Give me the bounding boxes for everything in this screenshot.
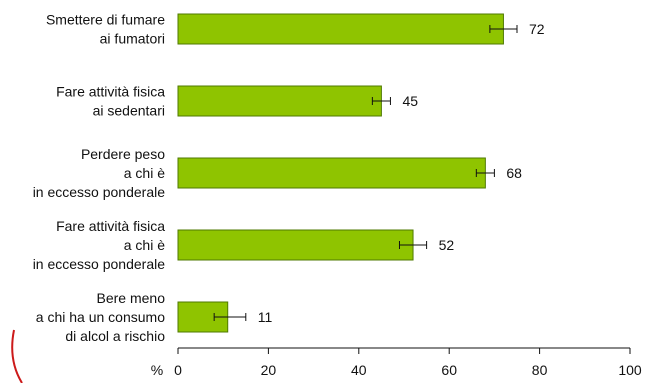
category-label: Fare attività fisica ai sedentari: [56, 84, 165, 119]
data-label: 45: [402, 93, 418, 109]
category-label-line: a chi ha un consumo: [36, 309, 165, 325]
category-label-line: Bere meno: [97, 290, 166, 306]
category-label-line: Perdere peso: [81, 146, 165, 162]
category-label-line: di alcol a rischio: [65, 328, 165, 344]
bar: [177, 229, 414, 261]
category-label: Smettere di fumare ai fumatori: [46, 12, 165, 47]
x-tick-label: 40: [351, 362, 367, 378]
category-label-line: Fare attività fisica: [56, 84, 165, 100]
decorative-red-arc: [11, 329, 23, 383]
bar: [177, 157, 486, 189]
category-label-line: Smettere di fumare: [46, 12, 165, 28]
category-label-line: a chi è: [124, 237, 165, 253]
x-tick-label: 60: [441, 362, 457, 378]
data-label: 68: [506, 165, 522, 181]
category-label-line: a chi è: [124, 165, 165, 181]
data-label: 72: [529, 21, 545, 37]
bar: [177, 13, 504, 45]
category-label-line: ai sedentari: [93, 103, 165, 119]
category-label-line: in eccesso ponderale: [33, 184, 166, 200]
x-tick-label: 0: [174, 362, 182, 378]
category-label: Perdere peso a chi è in eccesso ponderale: [33, 146, 166, 200]
data-label: 11: [258, 309, 273, 325]
x-tick-label: 100: [618, 362, 642, 378]
x-axis-unit-label: %: [151, 362, 163, 378]
x-tick-label: 20: [261, 362, 277, 378]
category-label-line: in eccesso ponderale: [33, 256, 166, 272]
category-label: Bere meno a chi ha un consumo di alcol a r…: [36, 290, 165, 344]
category-label: Fare attività fisica a chi è in eccesso po…: [33, 218, 166, 272]
category-label-line: Fare attività fisica: [56, 218, 165, 234]
x-tick-label: 80: [532, 362, 548, 378]
category-label-line: ai fumatori: [100, 31, 165, 47]
data-label: 52: [439, 237, 455, 253]
bar: [177, 85, 382, 117]
